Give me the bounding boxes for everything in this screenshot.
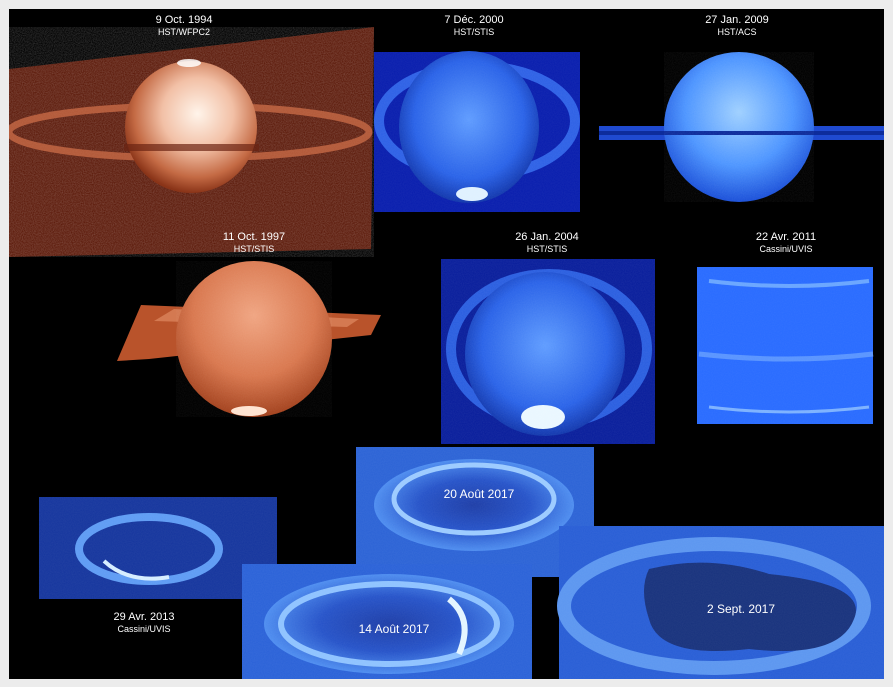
label-2011-date: 22 Avr. 2011 [755,231,817,243]
label-2009-instrument: HST/ACS [717,26,757,37]
label-1994-instrument: HST/WFPC2 [157,26,210,37]
label-2009-date: 27 Jan. 2009 [705,14,769,26]
panel-2-sept-image [557,526,884,679]
label-2011-instrument: Cassini/UVIS [759,243,813,254]
panel-1994-image [9,27,374,257]
panel-2013-image [39,497,277,599]
label-2011: 22 Avr. 2011 Cassini/UVIS [726,231,846,254]
saturn-aurora-mosaic: 9 Oct. 1994 HST/WFPC2 7 Déc. 2000 HST/ST… [9,9,884,679]
label-2013: 29 Avr. 2013 Cassini/UVIS [84,611,204,634]
label-2004-date: 26 Jan. 2004 [515,231,579,243]
label-1994-date: 9 Oct. 1994 [155,14,213,26]
label-20-aout: 20 Août 2017 [443,487,515,501]
label-2000-instrument: HST/STIS [453,26,495,37]
panel-1997-image [117,261,381,417]
label-1997: 11 Oct. 1997 HST/STIS [194,231,314,254]
panel-2011-image [697,267,874,424]
label-1997-date: 11 Oct. 1997 [222,231,286,243]
label-2004-instrument: HST/STIS [526,243,568,254]
panel-2000-image [374,51,580,212]
label-2013-date: 29 Avr. 2013 [113,611,175,623]
label-2013-instrument: Cassini/UVIS [117,623,171,634]
panel-2009-image [599,52,884,202]
mosaic-images [9,27,884,679]
label-2009: 27 Jan. 2009 HST/ACS [677,14,797,37]
panel-2004-image [441,259,655,444]
label-2-sept: 2 Sept. 2017 [706,602,776,616]
label-2000-date: 7 Déc. 2000 [444,14,504,26]
label-1997-instrument: HST/STIS [233,243,275,254]
label-2004: 26 Jan. 2004 HST/STIS [487,231,607,254]
label-14-aout: 14 Août 2017 [358,622,430,636]
label-1994: 9 Oct. 1994 HST/WFPC2 [124,14,244,37]
panel-20-aout-image [356,447,594,577]
panel-14-aout-image [242,564,532,679]
label-2000: 7 Déc. 2000 HST/STIS [414,14,534,37]
